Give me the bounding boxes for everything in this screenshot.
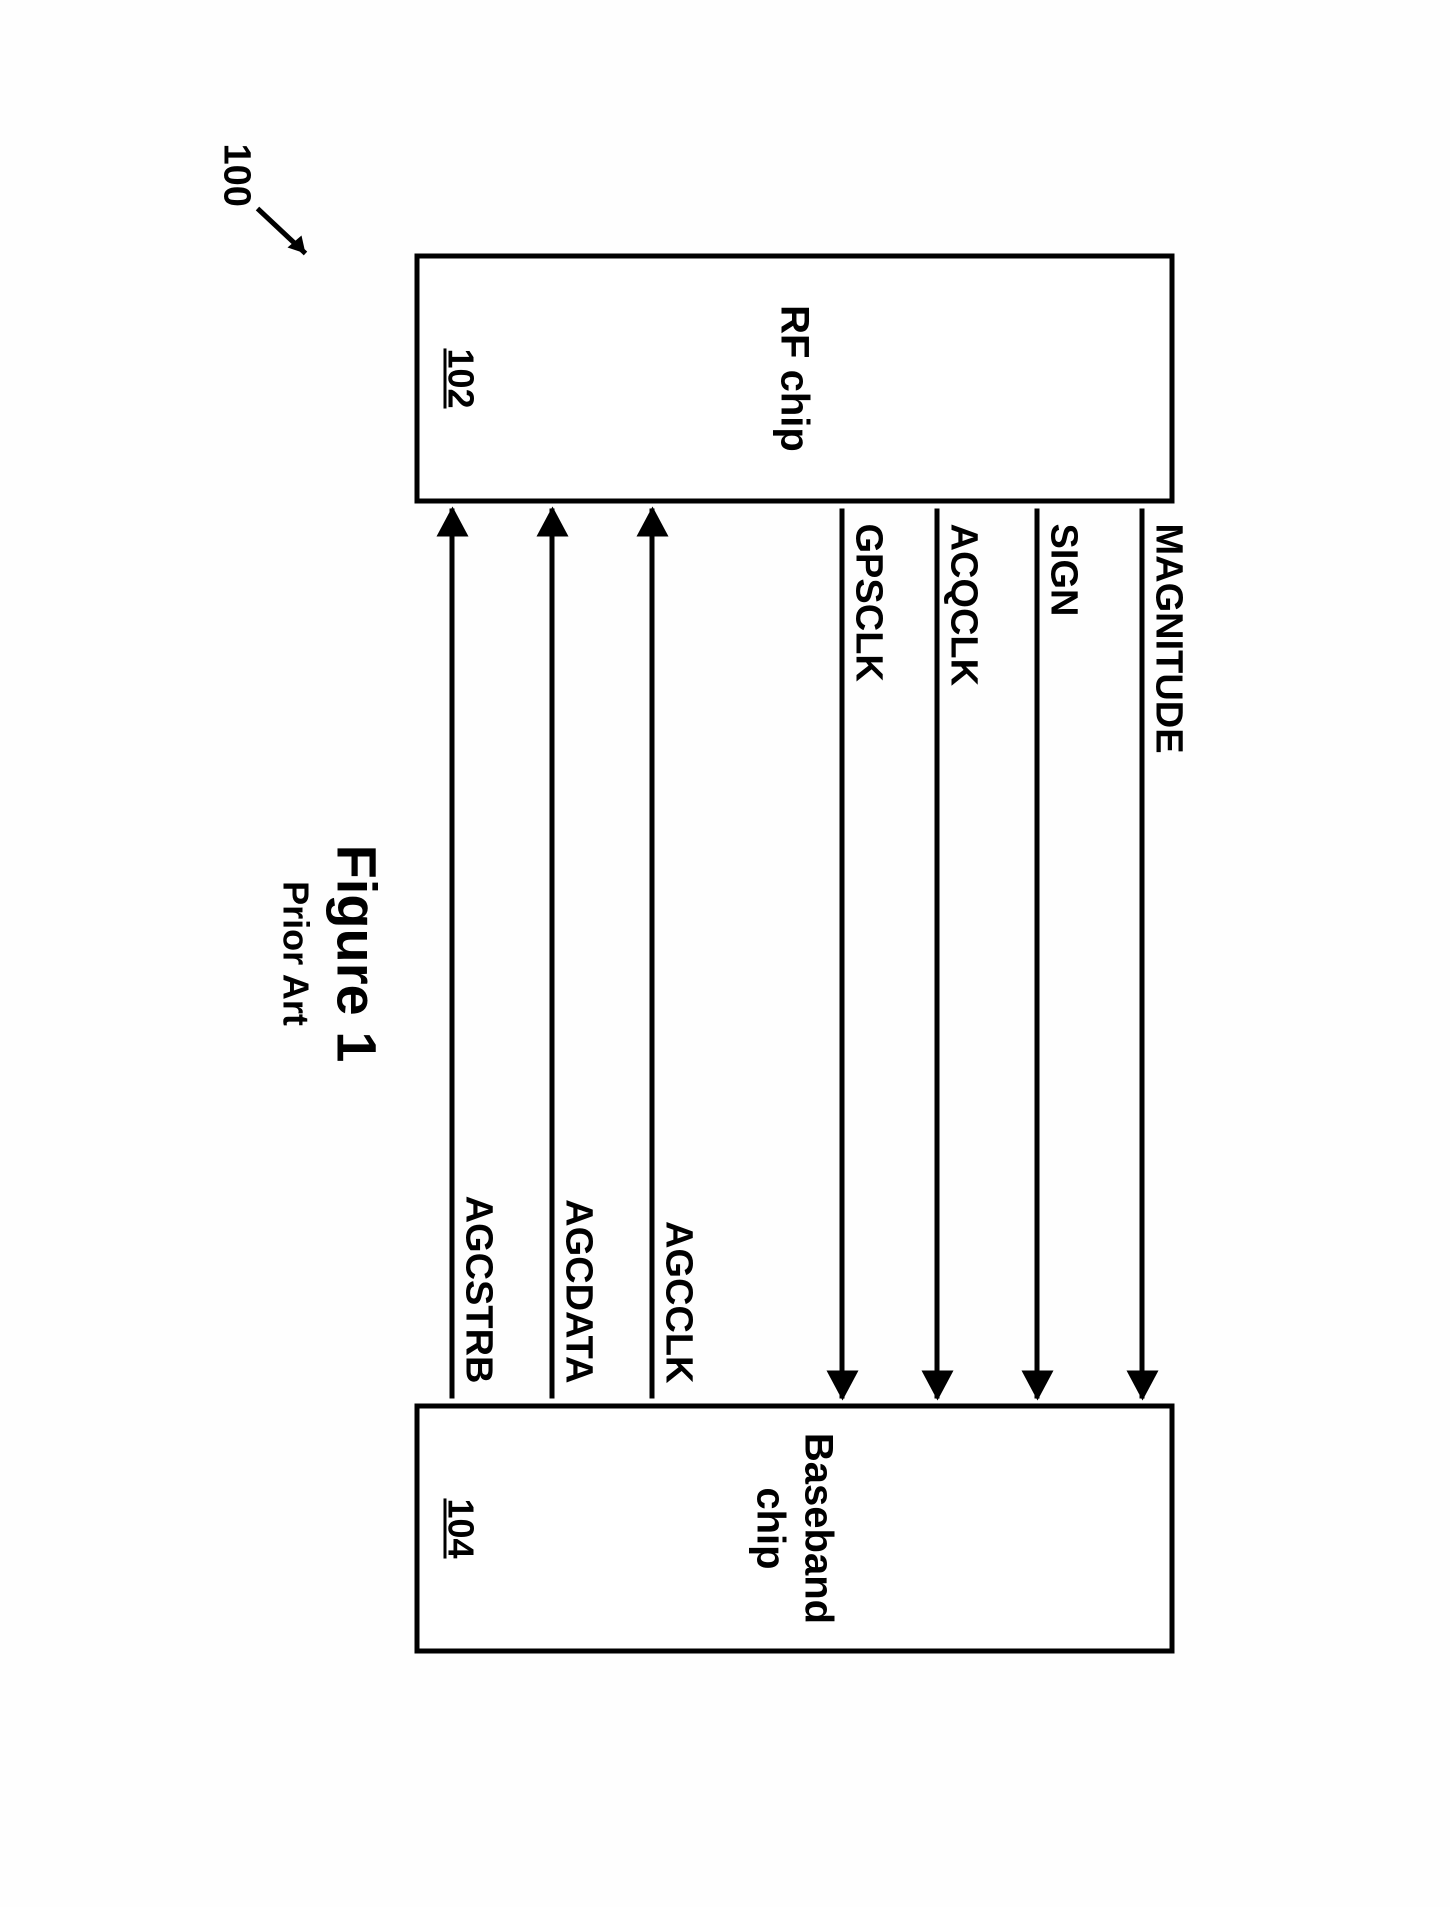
signal-line-gpsclk (840, 509, 845, 1399)
arrow-icon (437, 507, 469, 537)
ref-100-arrow-icon (248, 204, 318, 274)
signal-label-agcdata: AGCDATA (557, 1199, 600, 1383)
baseband-chip-ref: 104 (440, 1498, 482, 1558)
arrow-icon (1022, 1371, 1054, 1401)
baseband-chip-label: Basebandchip (747, 1433, 843, 1624)
signal-label-magnitude: MAGNITUDE (1147, 524, 1190, 754)
rf-chip-label: RF chip (771, 305, 819, 452)
signal-line-agcstrb (450, 509, 455, 1399)
arrow-icon (637, 507, 669, 537)
figure-caption: Figure 1 Prior Art (275, 845, 390, 1063)
signal-label-agcstrb: AGCSTRB (457, 1196, 500, 1384)
signal-line-agcdata (550, 509, 555, 1399)
signal-label-acqclk: ACQCLK (942, 524, 985, 687)
signal-label-gpsclk: GPSCLK (847, 524, 890, 682)
rf-chip-block: RF chip 102 (415, 254, 1175, 504)
rotated-page: 100 RF chip 102 Basebandchip 104 MAGNITU… (0, 229, 1450, 1679)
signal-line-agcclk (650, 509, 655, 1399)
signal-line-magnitude (1140, 509, 1145, 1399)
figure-title: Figure 1 (325, 845, 390, 1063)
arrow-icon (922, 1371, 954, 1401)
baseband-chip-block: Basebandchip 104 (415, 1404, 1175, 1654)
arrow-icon (827, 1371, 859, 1401)
rf-chip-ref: 102 (440, 348, 482, 408)
signal-label-sign: SIGN (1042, 524, 1085, 617)
arrow-icon (537, 507, 569, 537)
figure-subtitle: Prior Art (275, 845, 317, 1063)
ref-100-text: 100 (216, 144, 258, 207)
signal-line-acqclk (935, 509, 940, 1399)
arrow-icon (1127, 1371, 1159, 1401)
block-diagram: 100 RF chip 102 Basebandchip 104 MAGNITU… (275, 254, 1175, 1654)
reference-100: 100 (215, 144, 258, 207)
signal-label-agcclk: AGCCLK (657, 1221, 700, 1384)
signal-line-sign (1035, 509, 1040, 1399)
